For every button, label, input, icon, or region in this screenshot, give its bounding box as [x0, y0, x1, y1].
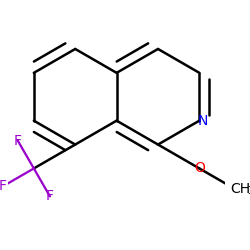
Text: CH: CH — [230, 182, 250, 196]
Text: N: N — [198, 114, 208, 128]
Text: 3: 3 — [247, 186, 250, 196]
Text: F: F — [14, 134, 22, 147]
Text: O: O — [194, 162, 205, 175]
Text: F: F — [46, 190, 54, 203]
Text: F: F — [0, 179, 7, 193]
